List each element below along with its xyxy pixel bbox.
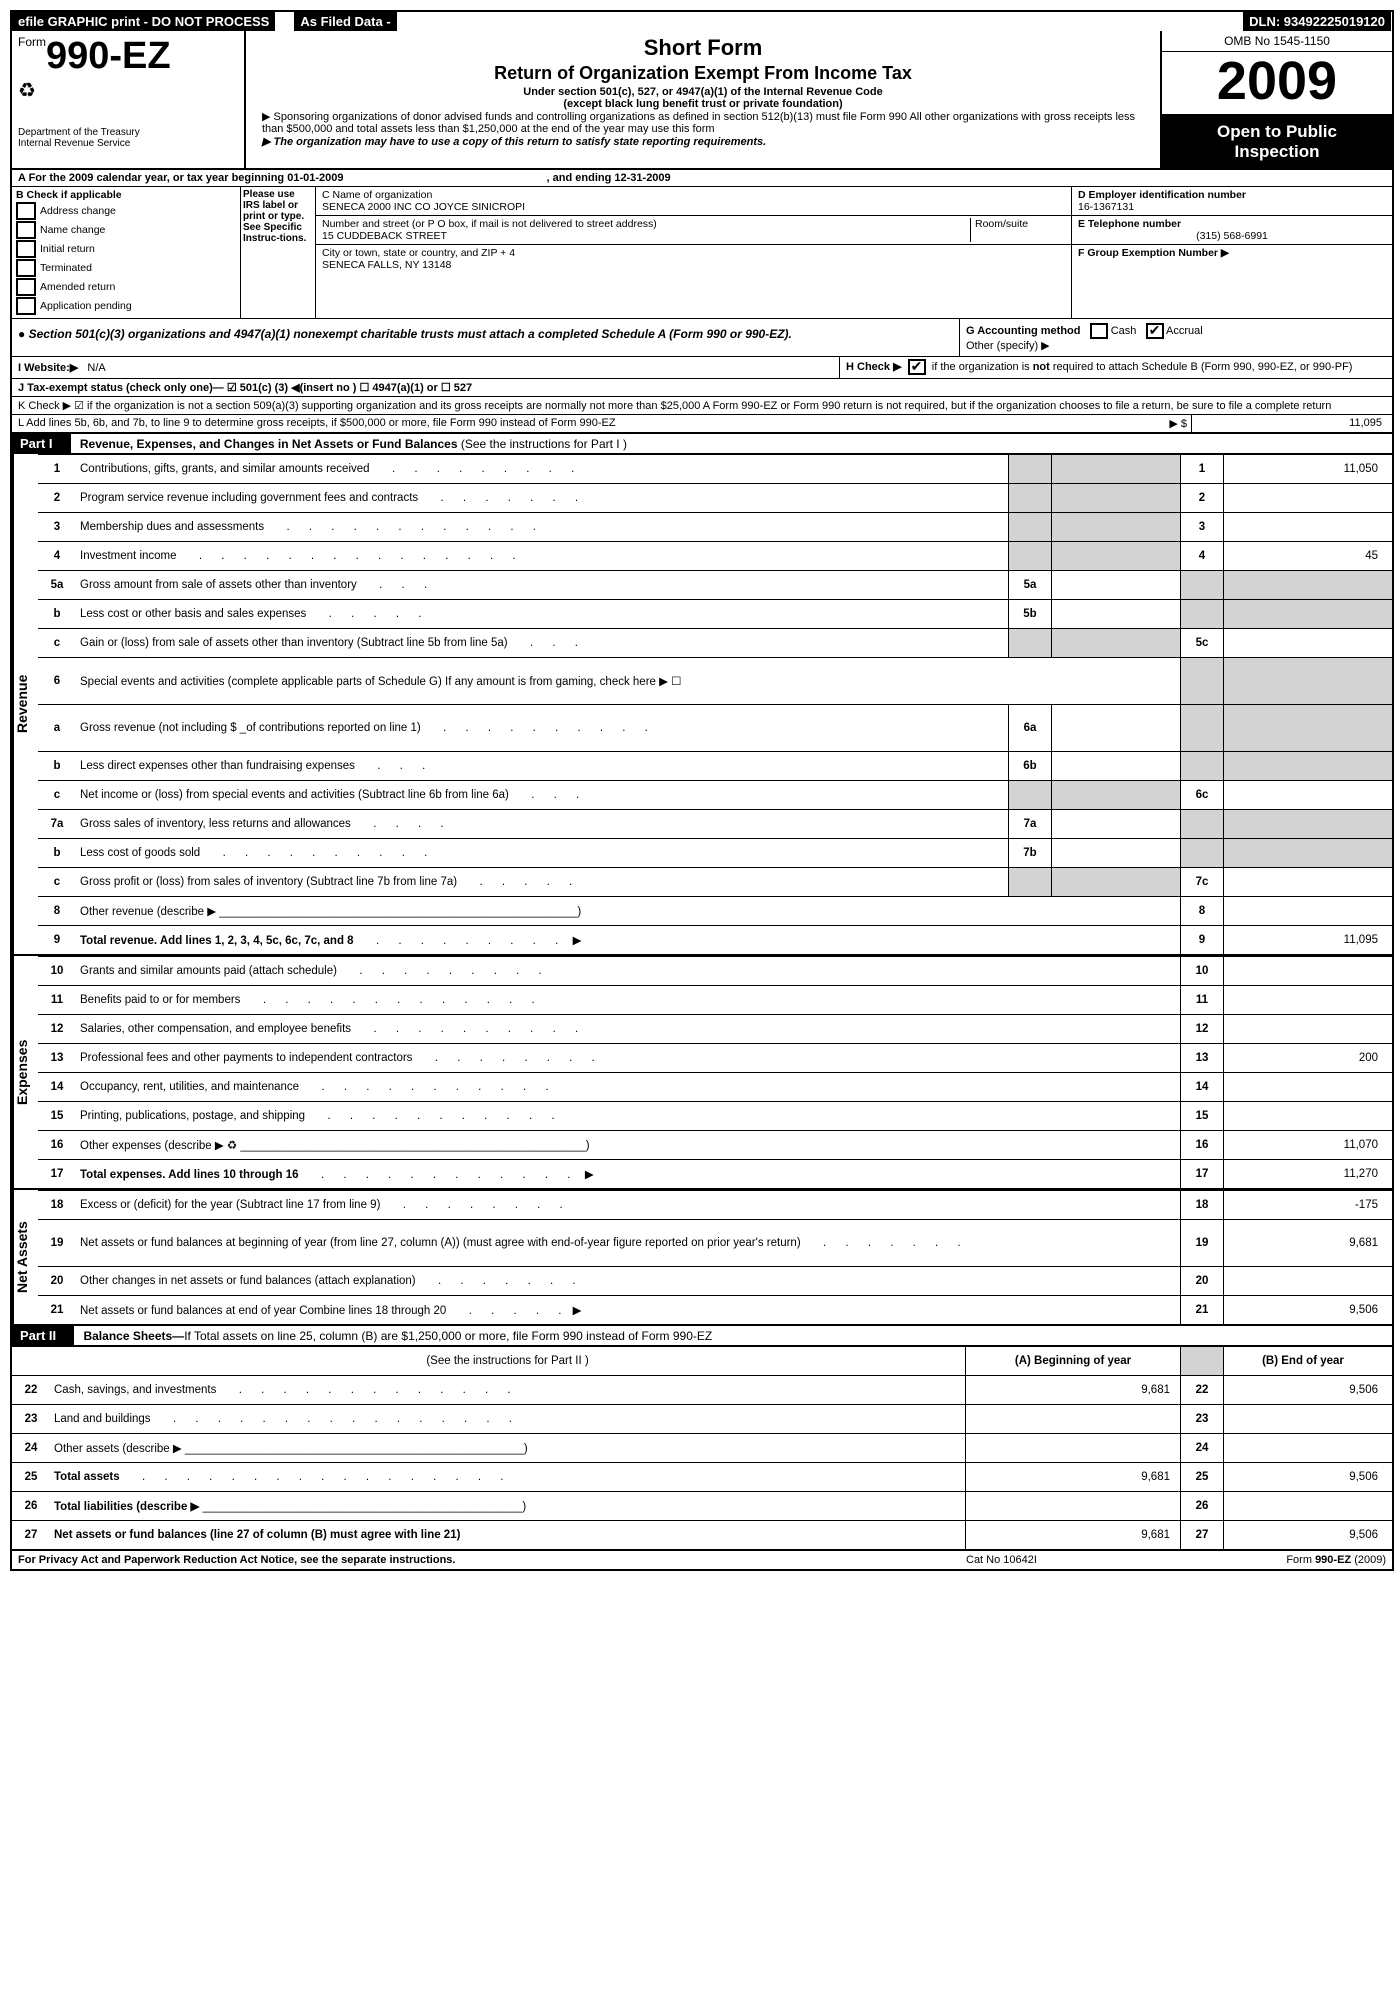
website-value: N/A (87, 362, 105, 374)
dept-treasury: Department of the Treasury (18, 127, 238, 138)
box-def: D Employer identification number 16-1367… (1071, 187, 1392, 318)
row-l-amount: 11,095 (1191, 415, 1392, 432)
header-left: Form990-EZ ♻ Department of the Treasury … (12, 31, 246, 168)
open-public-box: Open to Public Inspection (1162, 116, 1392, 168)
page-footer: For Privacy Act and Paperwork Reduction … (12, 1549, 1392, 1569)
c-street-label: Number and street (or P O box, if mail i… (322, 218, 657, 230)
recycle-icon: ♻ (18, 78, 238, 103)
box-b-title: B Check if applicable (16, 189, 122, 201)
chk-initial-return[interactable] (16, 240, 36, 258)
form-number: 990-EZ (46, 35, 171, 77)
header-note-2: ▶ The organization may have to use a cop… (252, 135, 1154, 148)
chk-accrual[interactable] (1146, 323, 1164, 339)
part-1-header: Part I Revenue, Expenses, and Changes in… (12, 434, 1392, 454)
chk-name-change[interactable] (16, 221, 36, 239)
box-b: B Check if applicable Address change Nam… (12, 187, 241, 318)
expenses-label: Expenses (12, 956, 38, 1188)
row-l: L Add lines 5b, 6b, and 7b, to line 9 to… (12, 415, 1392, 434)
box-c: Please use IRS label or print or type. S… (241, 187, 1071, 318)
d-label: D Employer identification number (1078, 189, 1246, 201)
c-city-label: City or town, state or country, and ZIP … (322, 247, 515, 259)
sec501-text: ● Section 501(c)(3) organizations and 49… (12, 319, 959, 356)
top-bar: efile GRAPHIC print - DO NOT PROCESS As … (12, 12, 1392, 31)
tax-year: 2009 (1162, 52, 1392, 116)
chk-address-change[interactable] (16, 202, 36, 220)
row-a-tax-year: A For the 2009 calendar year, or tax yea… (12, 170, 1392, 187)
subtitle-1: Under section 501(c), 527, or 4947(a)(1)… (252, 86, 1154, 98)
footer-catno: Cat No 10642I (966, 1554, 1166, 1566)
org-street: 15 CUDDEBACK STREET (322, 230, 447, 242)
header-note-1: ▶ Sponsoring organizations of donor advi… (252, 110, 1154, 135)
section-501-row: ● Section 501(c)(3) organizations and 49… (12, 319, 1392, 357)
row-i-h: I Website:▶ N/A H Check ▶ if the organiz… (12, 357, 1392, 379)
row-j: J Tax-exempt status (check only one)— ☑ … (12, 379, 1392, 397)
part-1-tag: Part I (12, 434, 71, 453)
c-name-label: C Name of organization (322, 189, 432, 201)
revenue-section: Revenue 1Contributions, gifts, grants, a… (12, 454, 1392, 956)
revenue-label: Revenue (12, 454, 38, 954)
form-990ez-page: efile GRAPHIC print - DO NOT PROCESS As … (10, 10, 1394, 1571)
efile-label: efile GRAPHIC print - DO NOT PROCESS (12, 12, 276, 31)
footer-formref: Form 990-EZ (2009) (1166, 1554, 1386, 1566)
i-label: I Website:▶ (18, 362, 78, 374)
org-name: SENECA 2000 INC CO JOYCE SINICROPI (322, 201, 525, 213)
room-suite-label: Room/suite (970, 218, 1065, 242)
e-label: E Telephone number (1078, 218, 1181, 230)
chk-app-pending[interactable] (16, 297, 36, 315)
omb-number: OMB No 1545-1150 (1162, 31, 1392, 52)
subtitle-2: (except black lung benefit trust or priv… (252, 98, 1154, 110)
chk-cash[interactable] (1090, 323, 1108, 339)
row-k: K Check ▶ ☑ if the organization is not a… (12, 397, 1392, 415)
f-label: F Group Exemption Number ▶ (1078, 247, 1229, 259)
net-assets-table: 18Excess or (deficit) for the year (Subt… (38, 1190, 1392, 1324)
expenses-section: Expenses 10Grants and similar amounts pa… (12, 956, 1392, 1190)
footer-privacy: For Privacy Act and Paperwork Reduction … (18, 1554, 966, 1566)
org-city: SENECA FALLS, NY 13148 (322, 259, 451, 271)
header-middle: Short Form Return of Organization Exempt… (246, 31, 1160, 168)
box-h: H Check ▶ if the organization is not req… (839, 357, 1392, 378)
form-header: Form990-EZ ♻ Department of the Treasury … (12, 31, 1392, 170)
box-g: G Accounting method Cash Accrual Other (… (959, 319, 1392, 356)
part-2-tag: Part II (12, 1326, 74, 1345)
chk-amended[interactable] (16, 278, 36, 296)
balance-sheet-table: (See the instructions for Part II ) (A) … (12, 1346, 1392, 1549)
block-bcdef: B Check if applicable Address change Nam… (12, 187, 1392, 319)
net-assets-section: Net Assets 18Excess or (deficit) for the… (12, 1190, 1392, 1326)
form-prefix: Form (18, 35, 46, 49)
chk-terminated[interactable] (16, 259, 36, 277)
dept-irs: Internal Revenue Service (18, 138, 238, 149)
part-2-header: Part II Balance Sheets—If Total assets o… (12, 1326, 1392, 1346)
revenue-table: 1Contributions, gifts, grants, and simil… (38, 454, 1392, 954)
box-c-instructions: Please use IRS label or print or type. S… (241, 187, 316, 318)
chk-h[interactable] (908, 359, 926, 375)
title-short-form: Short Form (252, 35, 1154, 61)
expenses-table: 10Grants and similar amounts paid (attac… (38, 956, 1392, 1188)
asfiled-label: As Filed Data - (294, 12, 397, 31)
phone-value: (315) 568-6991 (1078, 230, 1386, 242)
dln-label: DLN: 93492225019120 (1243, 12, 1392, 31)
net-assets-label: Net Assets (12, 1190, 38, 1324)
header-right: OMB No 1545-1150 2009 Open to Public Ins… (1160, 31, 1392, 168)
ein-value: 16-1367131 (1078, 201, 1134, 213)
title-return: Return of Organization Exempt From Incom… (252, 63, 1154, 84)
